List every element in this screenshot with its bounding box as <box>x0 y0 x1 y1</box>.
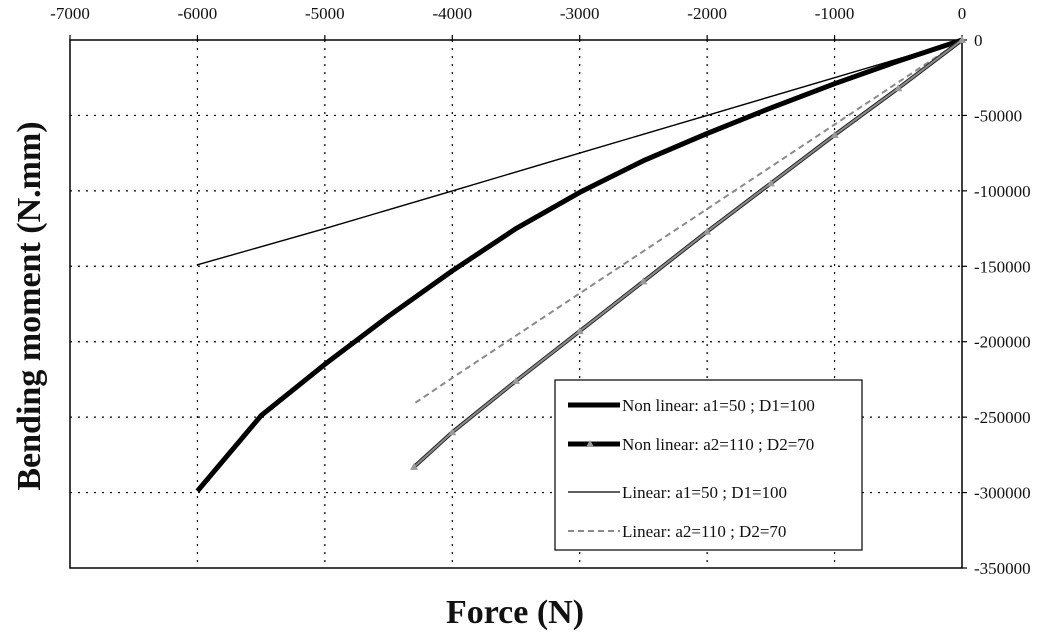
series-lines <box>195 36 966 493</box>
legend-label-nonlinear-a2: Non linear: a2=110 ; D2=70 <box>622 435 814 454</box>
y-tick-label: -100000 <box>974 182 1031 201</box>
legend-swatch-marker-nonlinear-a2 <box>586 440 594 447</box>
x-tick-label: -3000 <box>560 4 600 23</box>
y-tick-label: -300000 <box>974 484 1031 503</box>
legend-label-nonlinear-a1: Non linear: a1=50 ; D1=100 <box>622 396 815 415</box>
series-overlay-2 <box>413 39 963 468</box>
legend-entry-linear-a2: Linear: a2=110 ; D2=70 <box>568 522 786 541</box>
y-axis-title: Bending moment (N.mm) <box>11 121 48 490</box>
series-point <box>766 179 775 187</box>
series-point <box>575 327 584 335</box>
y-tick-label: -200000 <box>974 333 1031 352</box>
series-line-3 <box>197 39 963 266</box>
x-tick-label: -4000 <box>432 4 472 23</box>
y-tick-label: -50000 <box>974 106 1022 125</box>
grid-lines <box>70 40 962 568</box>
y-tick-label: -250000 <box>974 408 1031 427</box>
series-point <box>703 227 712 235</box>
legend-label-linear-a2: Linear: a2=110 ; D2=70 <box>622 522 786 541</box>
legend-entry-nonlinear-a2: Non linear: a2=110 ; D2=70 <box>568 435 814 454</box>
y-tick-label: -150000 <box>974 257 1031 276</box>
y-tick-label: 0 <box>974 31 983 50</box>
series-point <box>410 462 419 470</box>
legend-label-linear-a1: Linear: a1=50 ; D1=100 <box>622 483 787 502</box>
x-axis-ticks: -7000 -6000 -5000 -4000 -3000 -2000 -1000 0 <box>50 4 966 40</box>
series-point <box>894 84 903 92</box>
y-tick-label: -350000 <box>974 559 1031 578</box>
x-tick-label: -1000 <box>815 4 855 23</box>
series-point <box>512 376 520 384</box>
legend-entry-nonlinear-a1: Non linear: a1=50 ; D1=100 <box>568 396 815 415</box>
series-point <box>830 131 839 139</box>
x-axis-title: Force (N) <box>446 594 584 631</box>
series-line-4 <box>413 39 963 405</box>
x-tick-label: -2000 <box>687 4 727 23</box>
legend: Non linear: a1=50 ; D1=100 Non linear: a… <box>554 379 863 551</box>
series-point <box>639 277 648 285</box>
legend-box <box>554 379 863 551</box>
plot-area <box>69 39 963 569</box>
series-point <box>448 428 457 436</box>
x-tick-label: -5000 <box>305 4 345 23</box>
x-tick-label: 0 <box>958 4 967 23</box>
series-line-1 <box>195 37 963 493</box>
y-axis-ticks: 0 -50000 -100000 -150000 -200000 -250000 -3000… <box>962 31 1031 578</box>
legend-entry-linear-a1: Linear: a1=50 ; D1=100 <box>568 483 787 502</box>
x-tick-label: -6000 <box>178 4 218 23</box>
series-point <box>958 36 966 43</box>
x-tick-label: -7000 <box>50 4 90 23</box>
